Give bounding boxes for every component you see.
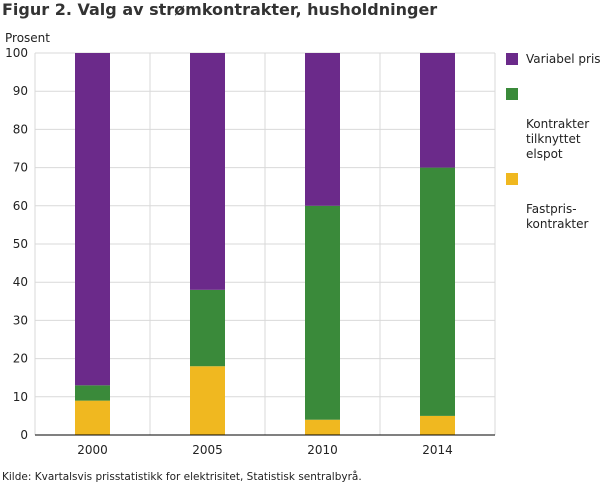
legend-swatch-variabel: [506, 53, 518, 65]
x-tick-label-2005: 2005: [192, 443, 223, 457]
chart-title: Figur 2. Valg av strømkontrakter, hushol…: [2, 0, 438, 19]
bar-2000-series-1: [75, 385, 110, 401]
legend-label-elspot: Kontrakter tilknyttet elspot: [526, 117, 590, 161]
y-tick-label-90: 90: [13, 84, 28, 98]
y-tick-label-30: 30: [13, 313, 28, 327]
x-tick-label-2014: 2014: [422, 443, 453, 457]
y-tick-label-60: 60: [13, 199, 28, 213]
y-tick-label-50: 50: [13, 237, 28, 251]
source-note: Kilde: Kvartalsvis prisstatistikk for el…: [2, 471, 362, 483]
y-axis-label: Prosent: [5, 31, 50, 45]
y-tick-label-40: 40: [13, 275, 28, 289]
bar-2010-series-1: [305, 205, 340, 420]
legend-label-variabel: Variabel pris: [526, 52, 601, 66]
y-tick-label-80: 80: [13, 122, 28, 136]
y-tick-label-0: 0: [20, 428, 28, 442]
bar-2000-series-2: [75, 53, 110, 386]
y-tick-label-70: 70: [13, 161, 28, 175]
legend-swatch-elspot: [506, 88, 518, 100]
legend-label-fastpris: Fastpris- kontrakter: [526, 202, 589, 231]
bar-2014-series-1: [420, 167, 455, 416]
x-tick-label-2000: 2000: [77, 443, 108, 457]
bar-2010-series-0: [305, 419, 340, 435]
legend-item-fastpris: Fastpris- kontrakter: [506, 172, 606, 232]
legend-swatch-fastpris: [506, 173, 518, 185]
bar-2014-series-2: [420, 53, 455, 168]
y-tick-label-20: 20: [13, 352, 28, 366]
y-tick-label-10: 10: [13, 390, 28, 404]
x-tick-label-2010: 2010: [307, 443, 338, 457]
bar-2005-series-1: [190, 289, 225, 367]
bar-2014-series-0: [420, 415, 455, 435]
bar-2000-series-0: [75, 400, 110, 435]
legend-item-variabel: Variabel pris: [506, 52, 606, 67]
legend: Variabel pris Kontrakter tilknyttet elsp…: [506, 52, 606, 232]
bar-2005-series-2: [190, 53, 225, 290]
bar-2010-series-2: [305, 53, 340, 206]
bar-2005-series-0: [190, 366, 225, 435]
legend-item-elspot: Kontrakter tilknyttet elspot: [506, 87, 606, 162]
y-tick-label-100: 100: [5, 46, 28, 60]
